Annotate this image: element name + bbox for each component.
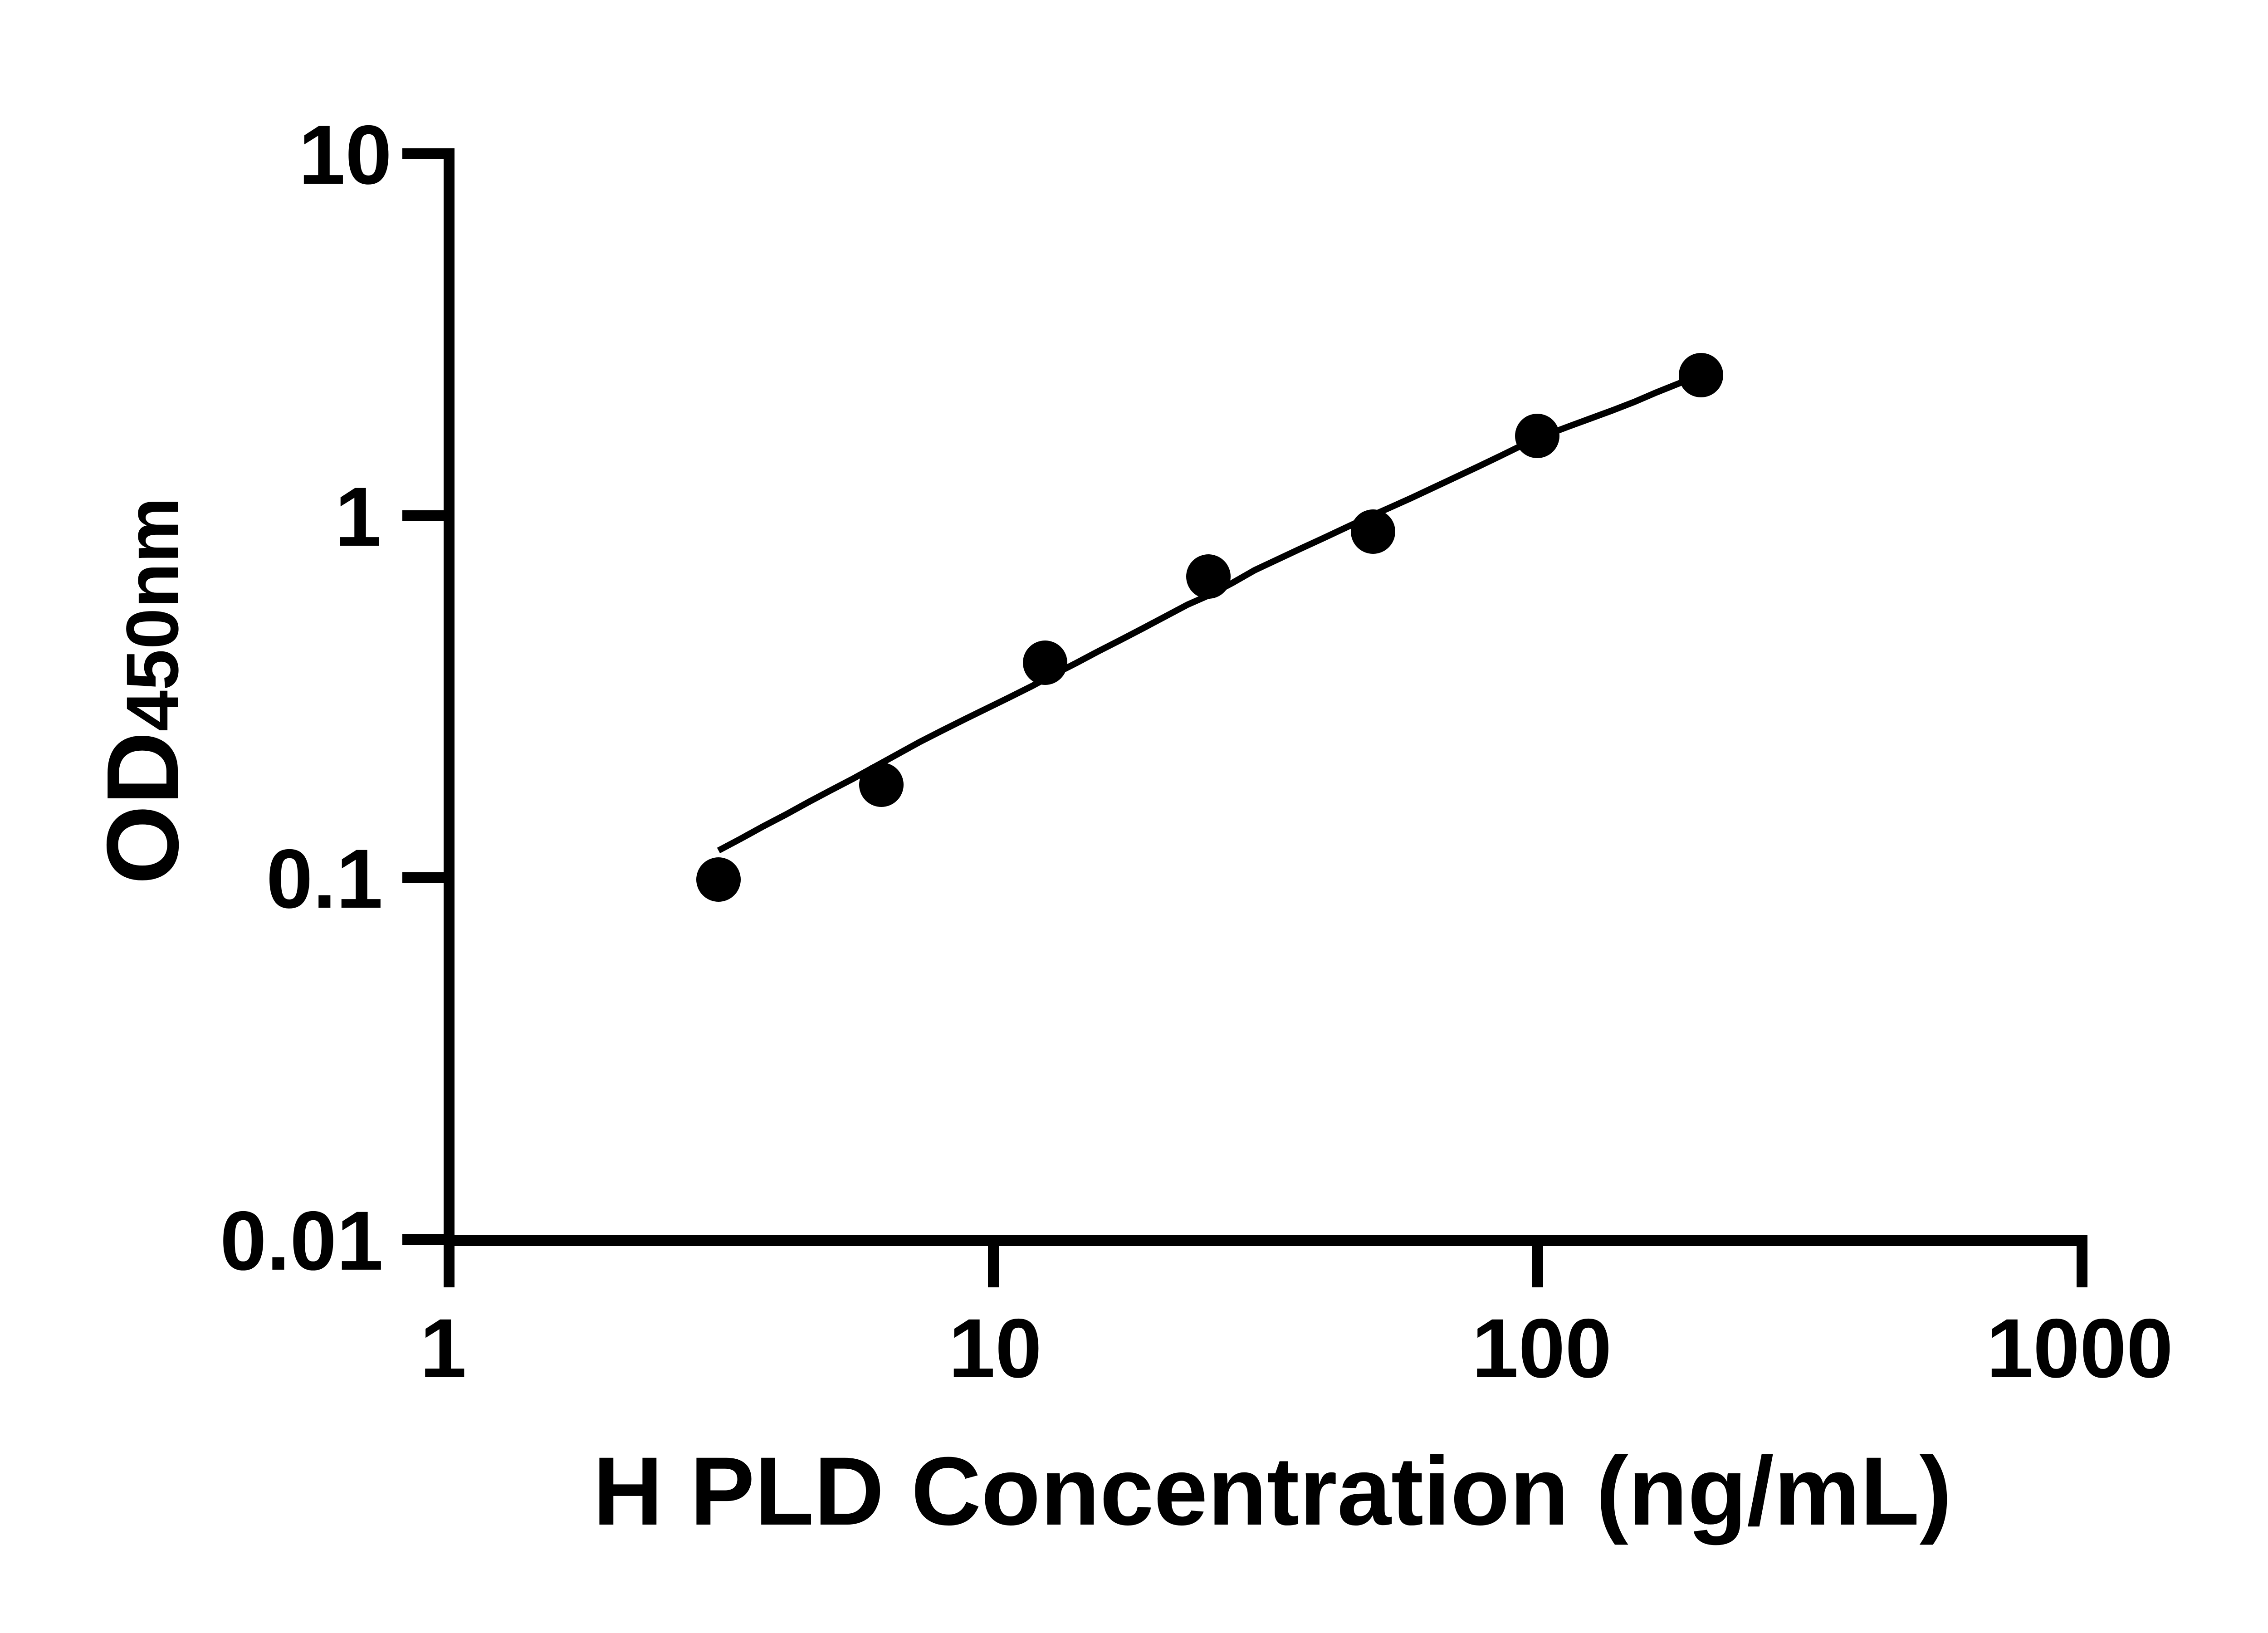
svg-text:OD450nm: OD450nm: [85, 497, 200, 885]
svg-text:10: 10: [298, 108, 392, 202]
svg-text:1000: 1000: [1986, 1302, 2173, 1395]
svg-text:1: 1: [335, 470, 381, 564]
svg-text:100: 100: [1472, 1302, 1612, 1395]
svg-text:0.01: 0.01: [220, 1194, 383, 1288]
svg-text:1: 1: [420, 1302, 467, 1395]
svg-text:H PLD Concentration (ng/mL): H PLD Concentration (ng/mL): [593, 1437, 1952, 1545]
svg-text:0.1: 0.1: [266, 832, 383, 926]
svg-text:10: 10: [948, 1302, 1042, 1395]
